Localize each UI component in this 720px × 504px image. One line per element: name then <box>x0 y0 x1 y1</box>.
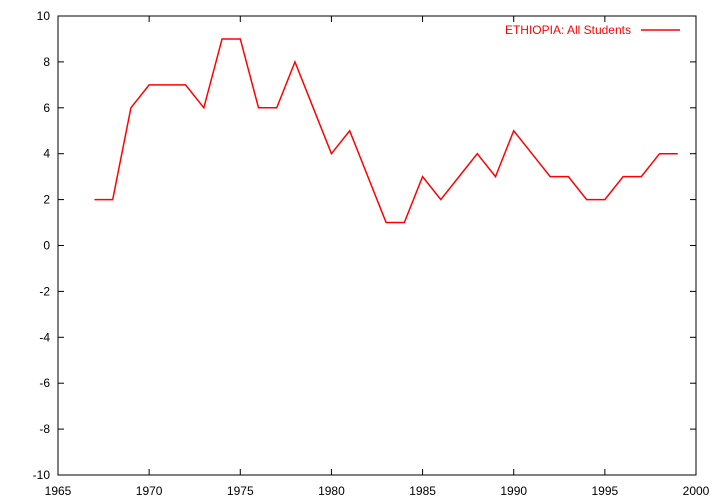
legend-label: ETHIOPIA: All Students <box>505 23 631 37</box>
x-tick-labels: 1965 1970 1975 1980 1985 1990 1995 2000 <box>45 484 710 498</box>
x-tick-label: 1975 <box>227 484 254 498</box>
y-tick-label: -10 <box>33 468 51 482</box>
x-tick-label: 1965 <box>45 484 72 498</box>
y-tick-label: 4 <box>43 147 50 161</box>
series-line <box>94 38 678 224</box>
x-tick-label: 1985 <box>409 484 436 498</box>
y-tick-labels: -10 -8 -6 -4 -2 0 2 4 6 8 10 <box>33 9 51 482</box>
y-tick-label: -4 <box>39 330 50 344</box>
y-tick-label: -8 <box>39 422 50 436</box>
y-tick-label: -6 <box>39 376 50 390</box>
series-lines <box>94 38 678 224</box>
x-tick-label: 2000 <box>683 484 710 498</box>
x-tick-label: 1995 <box>592 484 619 498</box>
x-tick-label: 1970 <box>136 484 163 498</box>
y-tick-label: 8 <box>43 55 50 69</box>
y-tick-label: 6 <box>43 101 50 115</box>
x-tick-label: 1980 <box>318 484 345 498</box>
x-tick-label: 1990 <box>500 484 527 498</box>
y-tick-label: 2 <box>43 193 50 207</box>
axis-ticks <box>57 15 697 476</box>
y-tick-label: 10 <box>37 9 51 23</box>
legend: ETHIOPIA: All Students <box>505 23 680 37</box>
y-tick-label: -2 <box>39 284 50 298</box>
y-tick-label: 0 <box>43 239 50 253</box>
